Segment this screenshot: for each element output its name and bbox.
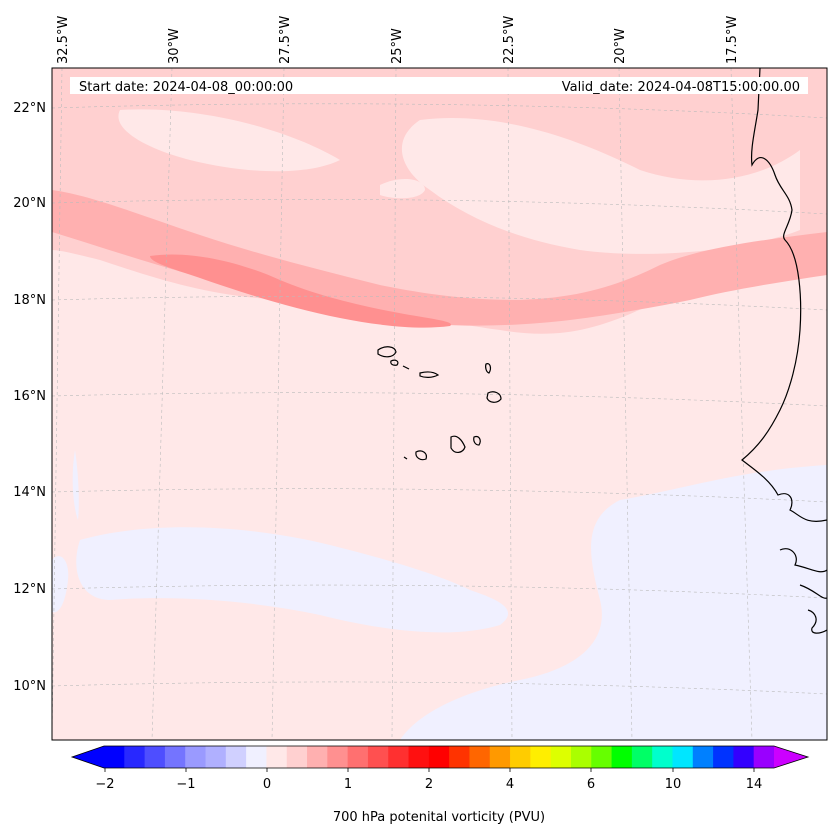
colorbar-tick-label: 10	[665, 777, 682, 792]
colorbar-cell	[570, 746, 592, 768]
lat-label: 12°N	[13, 582, 46, 597]
colorbar-title: 700 hPa potenital vorticity (PVU)	[333, 810, 545, 825]
lon-label: 17.5°W	[725, 16, 740, 64]
longitude-labels: 32.5°W 30°W 27.5°W 25°W 22.5°W 20°W 17.5…	[56, 16, 740, 64]
date-banner	[70, 77, 808, 94]
colorbar-cell	[408, 746, 430, 768]
lat-label: 14°N	[13, 485, 46, 500]
colorbar-cell	[550, 746, 572, 768]
colorbar-cell	[510, 746, 531, 768]
colorbar-cell	[692, 746, 714, 768]
colorbar-cell	[672, 746, 694, 768]
colorbar-outline	[70, 745, 810, 769]
colorbar-cell	[164, 746, 186, 768]
lon-label: 25°W	[390, 28, 405, 64]
colorbar-cell	[428, 746, 450, 768]
colorbar-cell	[753, 746, 775, 768]
map-frame	[51, 67, 828, 741]
colorbar: −2 −1 0 1 2 4 6 10 14 700 hPa potenital …	[70, 745, 810, 825]
pv-contour-lighter-patch-3	[380, 178, 425, 199]
start-date-label: Start date: 2024-04-08_00:00:00	[79, 80, 293, 95]
colorbar-tick-label: 6	[587, 777, 595, 792]
lat-label: 16°N	[13, 389, 46, 404]
colorbar-cell	[631, 746, 653, 768]
colorbar-extend-min	[72, 746, 104, 768]
colorbar-cell	[104, 746, 125, 768]
pv-contour-lighter-patch	[401, 118, 800, 254]
colorbar-cell	[611, 746, 633, 768]
map-panel	[52, 68, 827, 740]
colorbar-cell	[449, 746, 470, 768]
pv-negative-patch-2	[400, 465, 827, 740]
colorbar-cell	[124, 746, 146, 768]
colorbar-tick-label: 4	[506, 777, 514, 792]
colorbar-tick-label: 14	[746, 777, 763, 792]
colorbar-cell	[225, 746, 247, 768]
colorbar-cell	[733, 746, 755, 768]
colorbar-cell	[307, 746, 328, 768]
colorbar-cells	[104, 746, 775, 768]
lat-label: 18°N	[13, 293, 46, 308]
lon-label: 20°W	[613, 28, 628, 64]
colorbar-cell	[246, 746, 267, 768]
colorbar-tick-label: 0	[263, 777, 271, 792]
colorbar-cell	[327, 746, 349, 768]
colorbar-cell	[652, 746, 673, 768]
colorbar-cell	[347, 746, 369, 768]
lon-label: 27.5°W	[278, 16, 293, 64]
valid-date-label: Valid_date: 2024-04-08T15:00:00.00	[562, 80, 800, 95]
latitude-labels: 22°N 20°N 18°N 16°N 14°N 12°N 10°N	[13, 101, 46, 694]
africa-coastline-south	[779, 548, 827, 634]
colorbar-cell	[286, 746, 308, 768]
pv-negative-patch-1	[76, 527, 509, 633]
colorbar-tick-label: −1	[176, 777, 195, 792]
lon-label: 22.5°W	[502, 16, 517, 64]
colorbar-cell	[489, 746, 511, 768]
colorbar-ticks	[104, 768, 755, 772]
colorbar-cell	[530, 746, 552, 768]
colorbar-tick-label: −2	[95, 777, 114, 792]
colorbar-tick-label: 2	[425, 777, 433, 792]
colorbar-cell	[266, 746, 288, 768]
colorbar-cell	[591, 746, 613, 768]
pv-negative-patch-4	[72, 450, 79, 520]
colorbar-cell	[713, 746, 734, 768]
lat-label: 10°N	[13, 679, 46, 694]
lon-label: 30°W	[167, 28, 182, 64]
africa-coastline	[741, 68, 827, 522]
pv-contour-lighter-patch-2	[118, 109, 340, 172]
colorbar-cell	[388, 746, 410, 768]
colorbar-cell	[144, 746, 166, 768]
lat-label: 20°N	[13, 196, 46, 211]
cape-verde-islands	[377, 346, 502, 461]
colorbar-extend-max	[774, 746, 808, 768]
colorbar-cell	[469, 746, 491, 768]
lat-label: 22°N	[13, 101, 46, 116]
pv-contour-band-mid	[52, 190, 827, 326]
colorbar-tick-label: 1	[344, 777, 352, 792]
pv-contour-core	[150, 254, 451, 328]
pv-negative-patch-3	[52, 556, 69, 613]
colorbar-cell	[185, 746, 207, 768]
colorbar-cell	[367, 746, 389, 768]
lon-label: 32.5°W	[56, 16, 71, 64]
graticule	[52, 68, 827, 740]
colorbar-cell	[205, 746, 227, 768]
